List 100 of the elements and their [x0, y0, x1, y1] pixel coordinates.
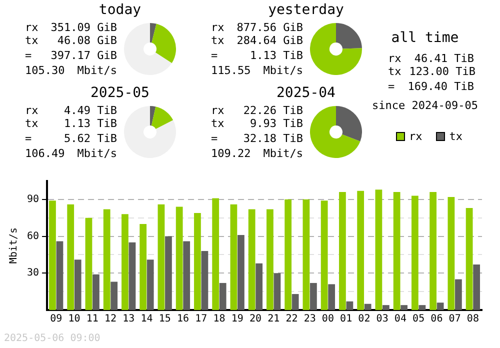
text: 109.22 Mbit/s	[211, 147, 303, 160]
bar	[56, 241, 64, 310]
chart-title: 2025-05	[89, 85, 150, 101]
text: = 397.17 GiB	[25, 49, 117, 62]
bar	[176, 206, 183, 310]
x-tick-label: 04	[394, 314, 406, 325]
bar	[219, 282, 226, 310]
x-tick-label: 07	[448, 314, 461, 325]
chart-title: 2025-04	[276, 85, 336, 101]
text: 105.30 Mbit/s	[25, 64, 117, 77]
x-tick-label: 03	[376, 314, 388, 325]
text: 106.49 Mbit/s	[25, 147, 117, 160]
bar	[74, 260, 82, 310]
y-axis-title: Mbit/s	[8, 227, 20, 264]
x-tick-label: 01	[340, 314, 352, 325]
bar	[49, 200, 56, 310]
x-tick-label: 18	[213, 314, 226, 325]
bar	[183, 241, 190, 310]
chart-title: yesterday	[267, 2, 345, 18]
bar	[201, 251, 208, 310]
bar	[92, 274, 100, 310]
bar	[103, 209, 110, 310]
text: = 32.18 TiB	[211, 132, 303, 145]
bar	[302, 199, 310, 310]
bar	[274, 273, 281, 310]
legend-label: tx	[449, 130, 462, 143]
bar	[430, 192, 437, 310]
x-tick-label: 14	[140, 314, 153, 325]
bar	[122, 214, 128, 310]
y-tick-label: 30	[26, 268, 40, 279]
bar	[310, 282, 317, 310]
bar	[256, 263, 263, 310]
x-tick-label: 05	[412, 314, 425, 325]
x-tick-label: 19	[231, 314, 244, 325]
bar	[400, 305, 408, 310]
bar	[146, 260, 154, 310]
bar	[266, 209, 274, 310]
text: 115.55 Mbit/s	[211, 64, 303, 77]
bar	[212, 198, 220, 310]
text: all time	[390, 30, 460, 46]
x-tick-label: 08	[466, 314, 479, 325]
x-tick-label: 16	[176, 314, 189, 325]
x-tick-label: 15	[158, 314, 171, 325]
text: rx 22.26 TiB	[211, 104, 303, 117]
text: = 5.62 TiB	[25, 132, 117, 145]
text: rx 351.09 GiB	[25, 21, 117, 34]
bar	[165, 236, 172, 310]
bar	[158, 204, 165, 310]
text: tx 1.13 TiB	[25, 117, 117, 130]
x-tick-label: 12	[104, 314, 116, 325]
y-tick-label: 90	[26, 194, 40, 206]
bar	[448, 196, 455, 310]
bar	[466, 208, 473, 310]
bar	[67, 204, 74, 310]
x-tick-label: 21	[268, 314, 280, 325]
text: rx 4.49 TiB	[25, 104, 117, 117]
text: tx 123.00 TiB	[388, 65, 476, 78]
bar	[339, 192, 346, 310]
bar	[230, 204, 238, 310]
bar	[320, 200, 328, 310]
x-tick-label: 13	[122, 314, 135, 325]
text: rx 877.56 GiB	[211, 21, 303, 34]
text: since 2024-09-05	[371, 99, 479, 112]
x-tick-label: 20	[249, 314, 262, 325]
text: rx 46.41 TiB	[388, 52, 474, 65]
legend-label: rx	[409, 130, 422, 143]
bar	[248, 209, 256, 310]
bar	[418, 305, 426, 310]
bar	[393, 192, 400, 310]
y-tick-label: 60	[26, 230, 40, 242]
bar	[436, 302, 444, 310]
text: = 169.40 TiB	[388, 80, 474, 93]
bar	[284, 199, 292, 310]
x-tick-label: 17	[195, 314, 208, 325]
text: tx 46.08 GiB	[25, 34, 117, 47]
bar	[346, 301, 354, 310]
bar	[382, 305, 390, 310]
bar	[110, 282, 118, 310]
x-tick-label: 09	[50, 314, 62, 325]
bar	[357, 190, 364, 310]
bar	[364, 304, 372, 310]
bar	[473, 264, 480, 310]
bar	[375, 190, 382, 310]
bar	[454, 279, 462, 310]
x-tick-label: 23	[304, 314, 316, 325]
bar	[85, 218, 92, 310]
bar	[292, 294, 299, 310]
bar	[194, 212, 201, 310]
text: tx 9.93 TiB	[211, 117, 303, 130]
text: tx 284.64 GiB	[211, 34, 303, 47]
x-tick-label: 02	[358, 314, 370, 325]
x-tick-label: 11	[86, 314, 98, 325]
x-tick-label: 10	[68, 314, 80, 325]
bar	[412, 196, 418, 310]
bar	[328, 284, 336, 310]
x-tick-label: 22	[286, 314, 298, 325]
chart-title: today	[98, 2, 142, 18]
bar	[238, 235, 244, 310]
text: = 1.13 TiB	[211, 49, 303, 62]
bar	[140, 224, 147, 310]
